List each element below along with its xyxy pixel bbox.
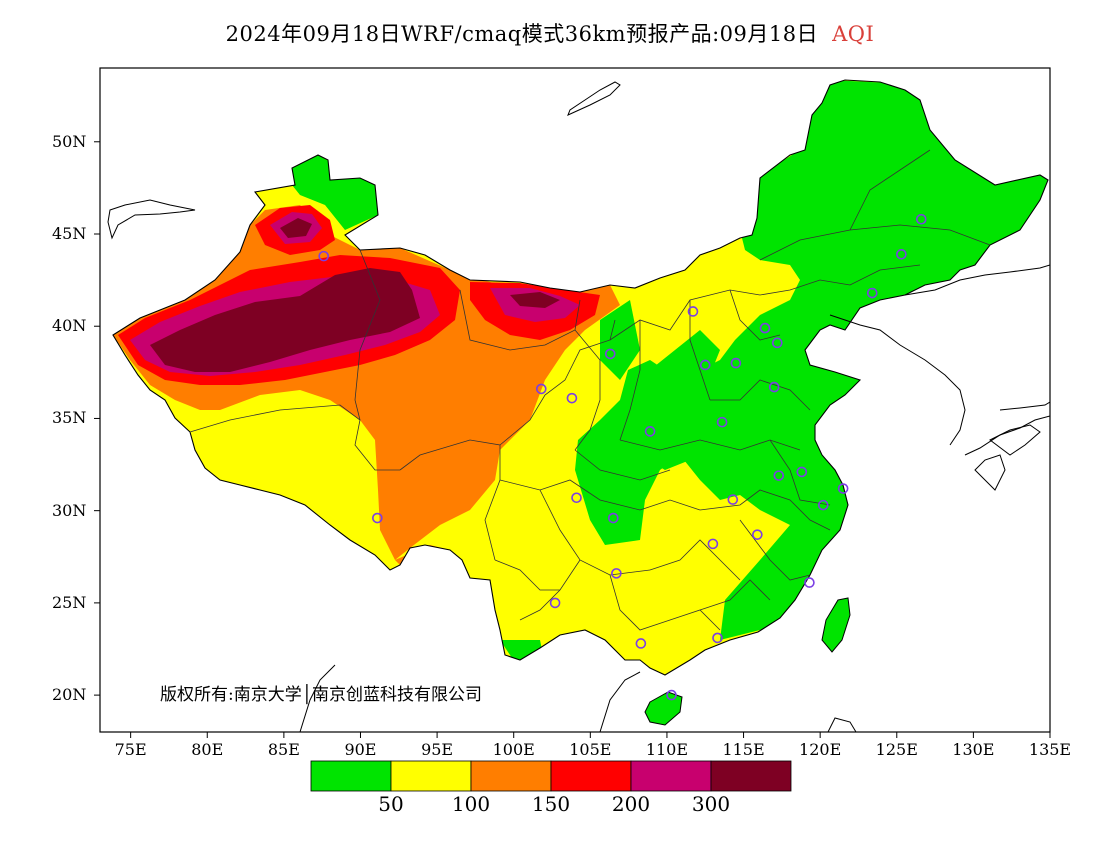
station-marker — [644, 426, 656, 437]
station-marker — [752, 529, 763, 540]
station-marker — [896, 248, 907, 260]
lat-tick-label: 45N — [52, 224, 87, 243]
lon-tick-label: 80E — [191, 740, 224, 759]
station-marker — [318, 250, 330, 262]
station-marker — [915, 213, 927, 225]
province-boundaries — [189, 149, 991, 631]
station-marker — [535, 383, 547, 395]
lon-tick-label: 110E — [645, 740, 689, 759]
legend-threshold: 200 — [611, 792, 651, 816]
lon-tick-label: 130E — [952, 740, 995, 759]
lon-tick-label: 120E — [799, 740, 842, 759]
legend-threshold: 100 — [451, 792, 491, 816]
station-marker — [699, 359, 711, 371]
lat-tick-label: 25N — [52, 592, 87, 612]
station-marker — [712, 632, 723, 644]
station-marker — [372, 512, 383, 524]
lat-tick-label: 50N — [52, 131, 87, 151]
lat-tick-label: 40N — [52, 316, 87, 336]
lon-tick-label: 125E — [875, 740, 918, 759]
station-marker — [611, 568, 622, 579]
lat-tick-label: 35N — [52, 408, 87, 428]
station-marker — [796, 466, 808, 478]
china-border — [112, 79, 1049, 676]
lat-tick-label: 30N — [52, 500, 87, 520]
lon-tick-label: 115E — [722, 740, 765, 759]
neighbor-outlines — [107, 81, 1050, 732]
legend-swatch — [710, 760, 792, 792]
axis-ticks — [94, 141, 1051, 738]
lon-tick-label: 75E — [114, 740, 147, 759]
station-marker — [635, 638, 647, 649]
station-markers — [318, 213, 927, 701]
station-marker — [666, 689, 677, 701]
lon-tick-label: 90E — [344, 740, 377, 759]
legend-threshold: 300 — [691, 792, 731, 816]
legend-colorbar — [310, 760, 792, 792]
station-marker — [759, 322, 771, 334]
aqi-zone-green-shaanxi — [600, 300, 640, 380]
station-marker — [687, 306, 699, 317]
legend-swatch — [390, 760, 472, 792]
station-marker — [866, 287, 878, 299]
aqi-zone-darkred-dzungaria — [280, 218, 312, 238]
station-marker — [768, 381, 780, 393]
station-marker — [566, 392, 578, 404]
station-marker — [707, 538, 719, 550]
station-marker — [571, 492, 582, 504]
taiwan-island — [821, 597, 851, 653]
station-marker — [716, 416, 728, 428]
aqi-zone-green-central — [640, 330, 800, 500]
legend-swatch — [310, 760, 392, 792]
station-marker — [730, 357, 742, 369]
station-marker — [549, 597, 561, 609]
station-marker — [804, 577, 815, 588]
legend-swatch — [630, 760, 712, 792]
lon-tick-label: 105E — [569, 740, 612, 759]
aqi-zone-darkred-core — [150, 268, 420, 372]
aqi-zone-darkred-gansu — [510, 292, 560, 308]
lon-tick-label: 135E — [1028, 740, 1072, 759]
legend-swatch — [550, 760, 632, 792]
map-frame — [99, 67, 1051, 733]
aqi-zone-green-altai — [292, 155, 378, 230]
legend-threshold: 150 — [531, 792, 571, 816]
station-marker — [727, 494, 739, 505]
station-marker — [604, 348, 616, 360]
station-marker — [837, 483, 849, 494]
station-marker — [773, 470, 785, 481]
title-main: 2024年09月18日WRF/cmaq模式36km预报产品:09月18日 — [225, 22, 819, 46]
station-marker — [817, 499, 829, 511]
map-title: 2024年09月18日WRF/cmaq模式36km预报产品:09月18日 AQI — [0, 18, 1100, 48]
legend-swatch — [470, 760, 552, 792]
lon-tick-label: 95E — [421, 740, 454, 759]
copyright-text: 版权所有:南京大学│南京创蓝科技有限公司 — [160, 685, 482, 705]
station-marker — [771, 337, 783, 349]
legend-threshold: 50 — [378, 792, 404, 816]
lon-tick-label: 85E — [267, 740, 300, 759]
title-variable: AQI — [832, 22, 875, 46]
lat-tick-label: 20N — [52, 685, 87, 705]
station-marker — [608, 512, 619, 524]
lon-tick-label: 100E — [492, 740, 535, 759]
